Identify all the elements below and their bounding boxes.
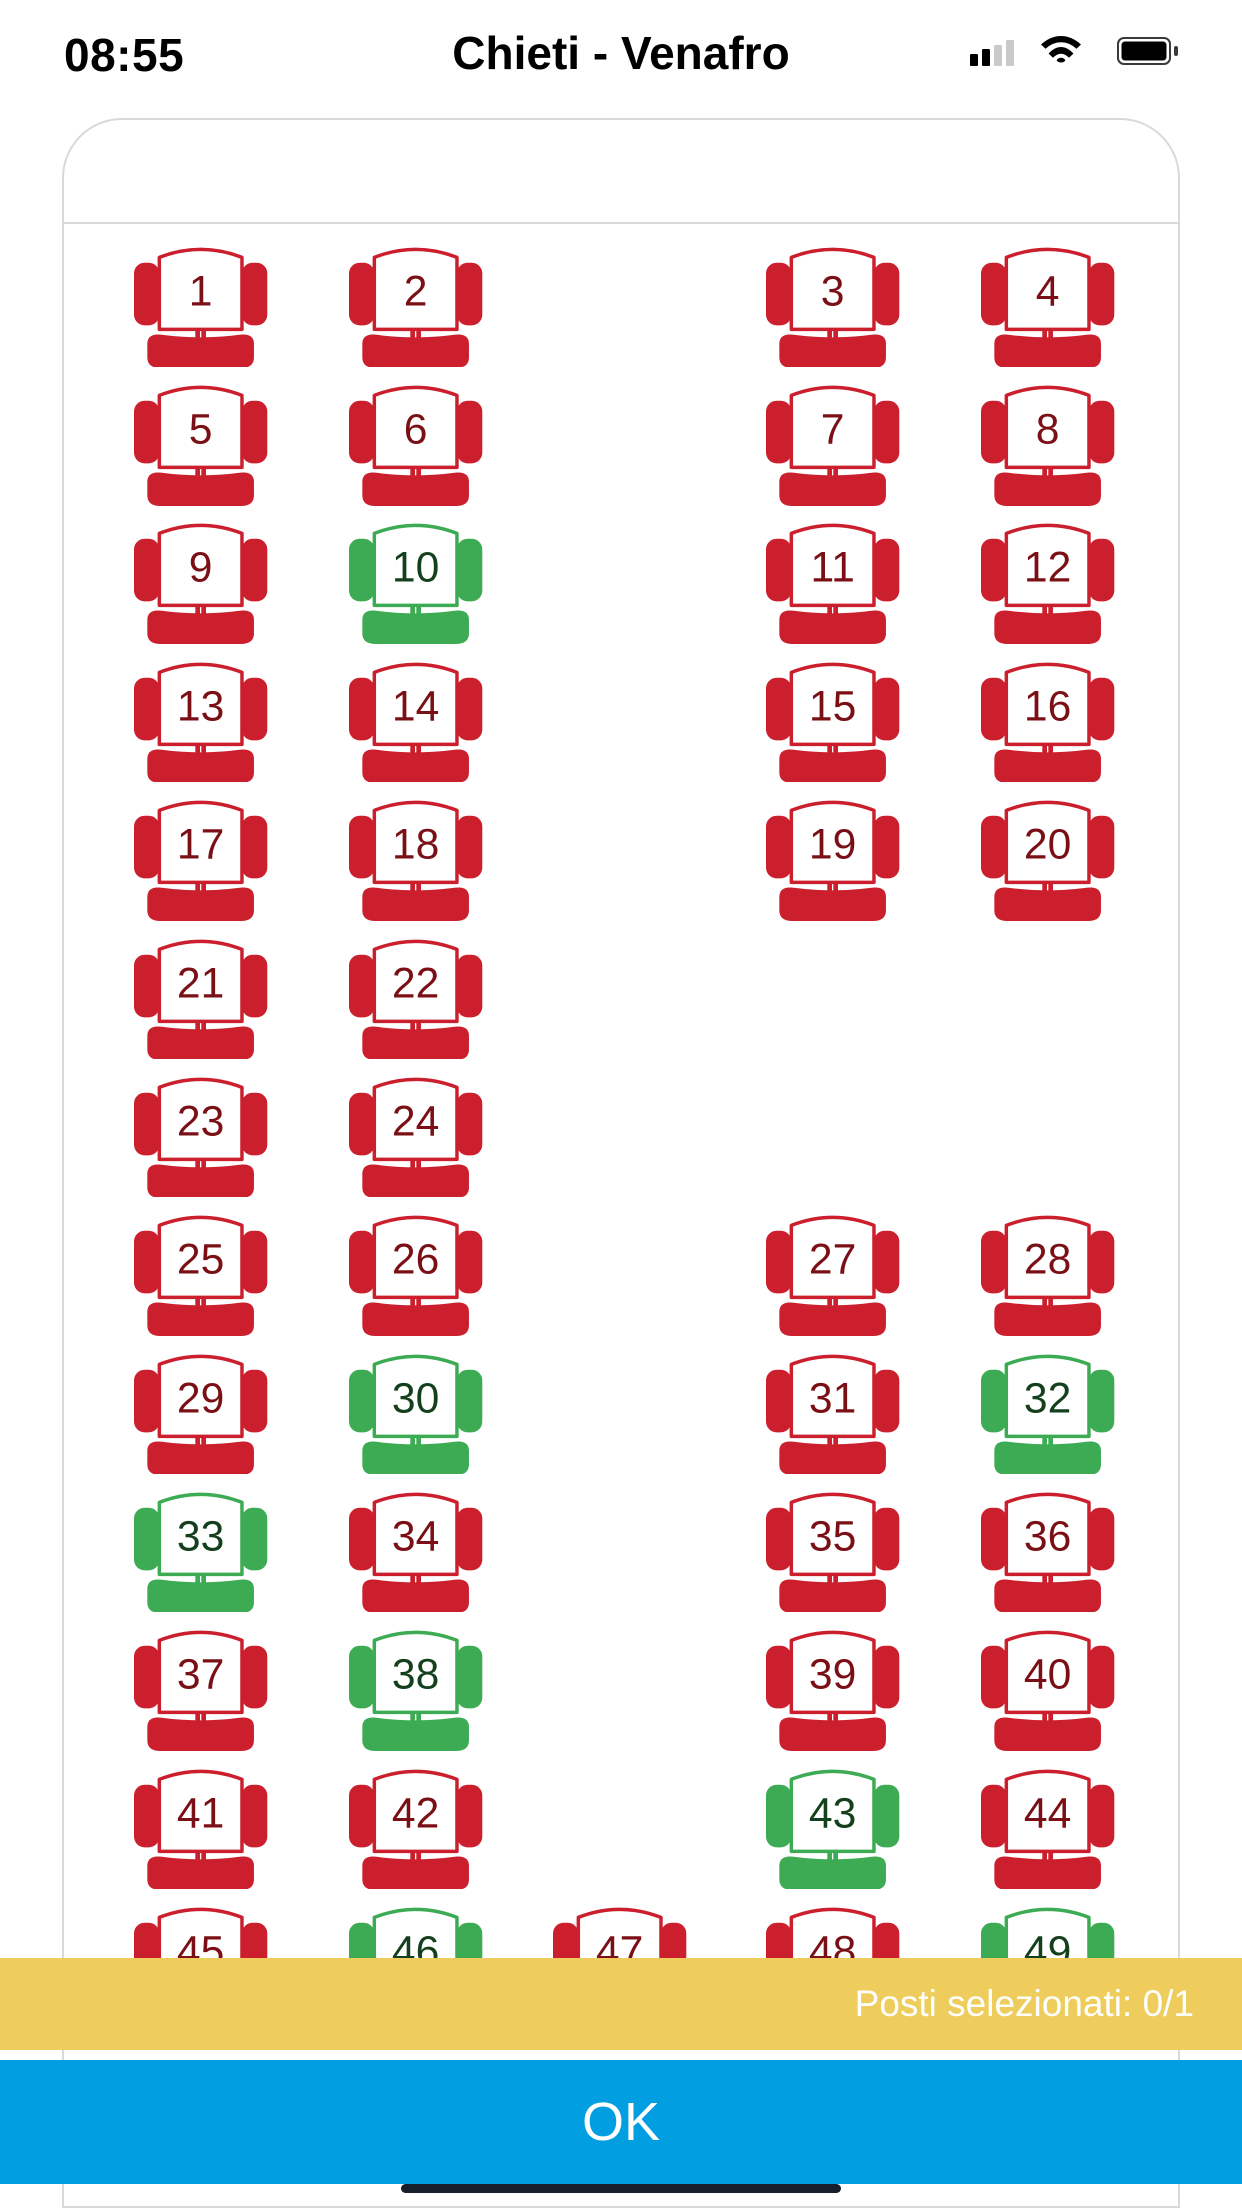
svg-text:1: 1	[189, 267, 213, 315]
svg-text:11: 11	[811, 544, 855, 592]
svg-text:10: 10	[392, 544, 439, 592]
svg-text:6: 6	[404, 405, 428, 453]
svg-text:9: 9	[189, 544, 213, 592]
svg-text:32: 32	[1024, 1374, 1071, 1422]
svg-text:8: 8	[1036, 405, 1060, 453]
svg-text:40: 40	[1024, 1651, 1071, 1699]
svg-text:38: 38	[392, 1651, 439, 1699]
svg-text:18: 18	[392, 820, 439, 868]
svg-text:3: 3	[821, 267, 845, 315]
svg-text:12: 12	[1024, 544, 1071, 592]
svg-text:26: 26	[392, 1235, 439, 1283]
svg-text:31: 31	[809, 1374, 856, 1422]
svg-text:14: 14	[392, 682, 439, 730]
svg-text:35: 35	[809, 1512, 856, 1560]
svg-text:30: 30	[392, 1374, 439, 1422]
svg-text:25: 25	[177, 1235, 224, 1283]
svg-text:29: 29	[177, 1374, 224, 1422]
svg-text:2: 2	[404, 267, 428, 315]
svg-text:39: 39	[809, 1651, 856, 1699]
svg-text:36: 36	[1024, 1512, 1071, 1560]
svg-text:24: 24	[392, 1097, 439, 1145]
svg-text:22: 22	[392, 959, 439, 1007]
svg-text:34: 34	[392, 1512, 439, 1560]
svg-text:20: 20	[1024, 820, 1071, 868]
svg-text:41: 41	[177, 1789, 224, 1837]
svg-text:13: 13	[177, 682, 224, 730]
svg-text:21: 21	[177, 959, 224, 1007]
svg-text:19: 19	[809, 820, 856, 868]
svg-text:4: 4	[1036, 267, 1060, 315]
svg-text:5: 5	[189, 405, 213, 453]
svg-text:27: 27	[809, 1235, 856, 1283]
svg-text:43: 43	[809, 1789, 856, 1837]
svg-text:33: 33	[177, 1512, 224, 1560]
svg-text:23: 23	[177, 1097, 224, 1145]
svg-text:15: 15	[809, 682, 856, 730]
svg-text:16: 16	[1024, 682, 1071, 730]
svg-text:37: 37	[177, 1651, 224, 1699]
svg-text:44: 44	[1024, 1789, 1071, 1837]
svg-text:7: 7	[821, 405, 845, 453]
svg-text:17: 17	[177, 820, 224, 868]
svg-text:28: 28	[1024, 1235, 1071, 1283]
svg-text:42: 42	[392, 1789, 439, 1837]
